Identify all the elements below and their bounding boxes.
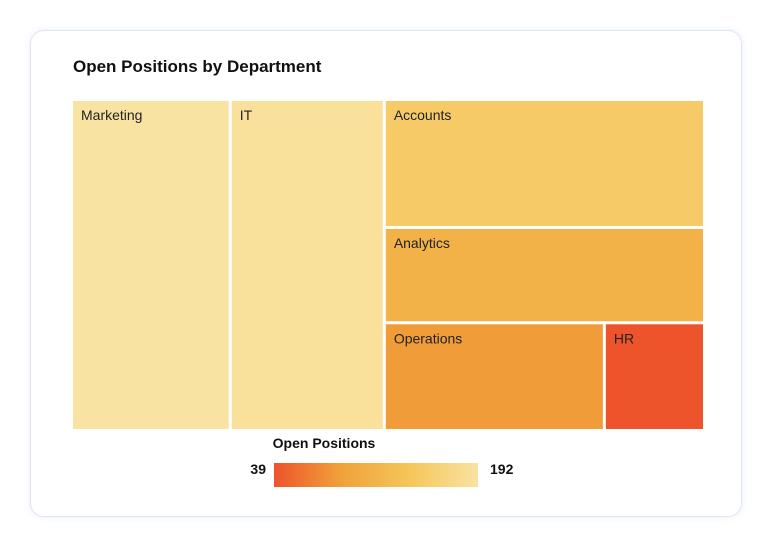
legend-gradient-bar	[274, 463, 478, 487]
tile-rect-hr	[605, 324, 703, 429]
tile-analytics: Analytics	[385, 228, 703, 322]
tile-label-marketing: Marketing	[81, 107, 142, 123]
tile-rect-it	[231, 101, 383, 429]
legend-max-label: 192	[490, 461, 514, 477]
tile-label-hr: HR	[614, 330, 634, 346]
tile-rect-marketing	[73, 101, 229, 429]
tile-label-operations: Operations	[394, 330, 462, 346]
tile-rect-analytics	[385, 228, 703, 322]
tile-accounts: Accounts	[385, 101, 703, 226]
tile-label-it: IT	[240, 107, 253, 123]
legend-title: Open Positions	[272, 435, 376, 451]
tile-rect-operations	[385, 324, 603, 429]
chart-title: Open Positions by Department	[73, 57, 322, 76]
tile-it: IT	[231, 101, 383, 429]
treemap: Marketing IT Accounts Analytics Operations HR	[73, 101, 703, 429]
tile-label-accounts: Accounts	[394, 107, 452, 123]
tile-marketing: Marketing	[73, 101, 229, 429]
tile-rect-accounts	[385, 101, 703, 226]
legend-min-label: 39	[250, 461, 266, 477]
tile-label-analytics: Analytics	[394, 235, 450, 251]
tile-hr: HR	[605, 324, 703, 429]
tile-operations: Operations	[385, 324, 603, 429]
